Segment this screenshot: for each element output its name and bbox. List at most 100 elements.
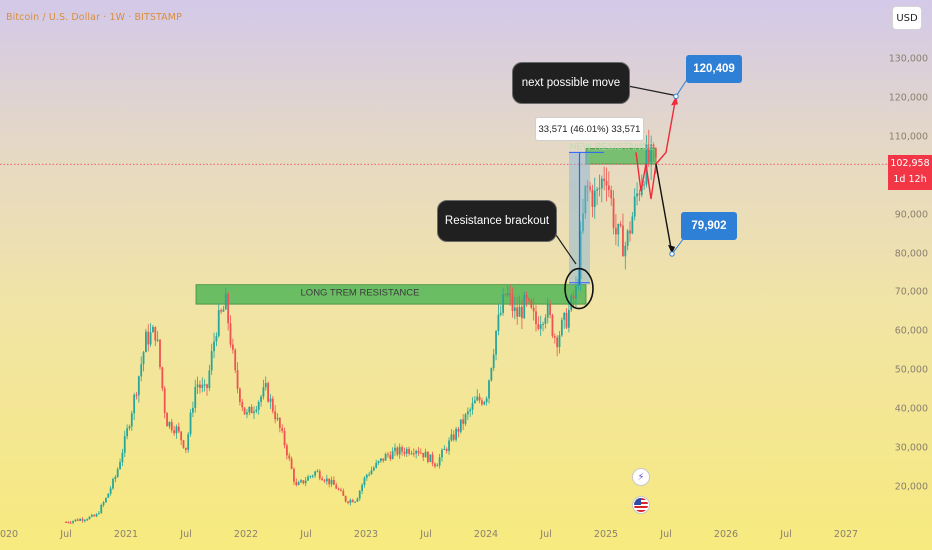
candle[interactable] — [74, 519, 77, 522]
candle[interactable] — [450, 429, 453, 442]
candle[interactable] — [603, 166, 606, 191]
candle[interactable] — [196, 376, 199, 395]
candle[interactable] — [210, 343, 213, 375]
candle[interactable] — [137, 375, 140, 403]
candle[interactable] — [387, 451, 389, 458]
candle[interactable] — [72, 520, 74, 525]
candle[interactable] — [457, 426, 460, 438]
candle[interactable] — [384, 452, 387, 461]
candle[interactable] — [570, 293, 573, 313]
upside-target-label[interactable]: 120,409 — [686, 55, 742, 83]
candle[interactable] — [539, 315, 542, 336]
candle[interactable] — [452, 430, 455, 442]
candle[interactable] — [79, 518, 81, 522]
candle[interactable] — [262, 379, 265, 400]
candle[interactable] — [490, 367, 493, 382]
candle[interactable] — [412, 448, 415, 457]
candle[interactable] — [638, 189, 641, 202]
candle[interactable] — [415, 449, 418, 459]
candle[interactable] — [391, 447, 394, 460]
candle[interactable] — [170, 418, 173, 433]
candle[interactable] — [222, 305, 225, 312]
candle[interactable] — [582, 198, 584, 234]
candle[interactable] — [619, 221, 622, 228]
candle[interactable] — [135, 392, 138, 400]
candle[interactable] — [429, 454, 432, 463]
candle[interactable] — [427, 450, 429, 464]
candle[interactable] — [119, 458, 121, 470]
candle[interactable] — [652, 142, 655, 162]
candle[interactable] — [502, 287, 504, 316]
breakout-callout[interactable]: Resistance brackout — [437, 200, 557, 242]
candle[interactable] — [257, 400, 260, 415]
candle[interactable] — [112, 477, 114, 490]
candle[interactable] — [199, 380, 201, 394]
candle[interactable] — [403, 447, 406, 457]
candle[interactable] — [560, 317, 563, 337]
candle[interactable] — [271, 395, 274, 414]
candle[interactable] — [551, 313, 554, 338]
candle[interactable] — [495, 330, 497, 361]
candle[interactable] — [236, 362, 239, 394]
candle[interactable] — [478, 393, 481, 404]
candle[interactable] — [107, 493, 110, 498]
candle[interactable] — [455, 426, 457, 442]
candle[interactable] — [372, 465, 375, 472]
candle[interactable] — [114, 475, 117, 483]
candle[interactable] — [575, 276, 577, 308]
candle[interactable] — [203, 379, 206, 392]
candle[interactable] — [220, 308, 222, 314]
candle[interactable] — [286, 443, 288, 460]
candle[interactable] — [504, 293, 507, 297]
candle[interactable] — [156, 331, 159, 343]
candle[interactable] — [633, 188, 636, 221]
candle[interactable] — [342, 488, 345, 496]
candle[interactable] — [431, 451, 434, 467]
candle[interactable] — [401, 445, 403, 456]
candle[interactable] — [565, 308, 568, 329]
candle[interactable] — [558, 331, 561, 354]
candle[interactable] — [445, 447, 448, 454]
candle[interactable] — [563, 311, 566, 329]
candle[interactable] — [516, 297, 519, 325]
candle[interactable] — [309, 475, 312, 479]
candle[interactable] — [304, 476, 307, 487]
candle[interactable] — [314, 470, 316, 478]
candle[interactable] — [408, 446, 410, 456]
candle[interactable] — [492, 348, 495, 371]
projection-down-path[interactable] — [655, 163, 673, 255]
candle[interactable] — [90, 513, 93, 518]
candle[interactable] — [368, 471, 371, 477]
candle[interactable] — [469, 407, 472, 417]
candle[interactable] — [396, 446, 399, 457]
candle[interactable] — [109, 486, 112, 496]
candle[interactable] — [295, 478, 298, 487]
candle[interactable] — [377, 460, 380, 465]
candle[interactable] — [278, 417, 281, 433]
candle[interactable] — [243, 407, 246, 415]
candle[interactable] — [321, 476, 324, 481]
downside-target-label[interactable]: 79,902 — [681, 212, 737, 240]
candle[interactable] — [499, 305, 502, 317]
candle[interactable] — [337, 487, 340, 491]
candle[interactable] — [269, 394, 272, 409]
candle[interactable] — [344, 495, 347, 503]
candle[interactable] — [213, 332, 215, 359]
candle[interactable] — [318, 469, 321, 481]
candle[interactable] — [535, 305, 537, 332]
candle[interactable] — [511, 287, 514, 318]
candle[interactable] — [208, 364, 211, 392]
candle[interactable] — [149, 323, 152, 347]
candle[interactable] — [121, 448, 124, 467]
candle[interactable] — [544, 314, 547, 329]
candle[interactable] — [241, 398, 244, 412]
candle[interactable] — [528, 297, 530, 303]
candle[interactable] — [605, 167, 608, 202]
candle[interactable] — [83, 519, 86, 523]
candle[interactable] — [643, 180, 645, 190]
candle[interactable] — [361, 483, 363, 494]
candle[interactable] — [105, 497, 107, 503]
candle[interactable] — [464, 412, 467, 426]
candle[interactable] — [405, 447, 408, 457]
